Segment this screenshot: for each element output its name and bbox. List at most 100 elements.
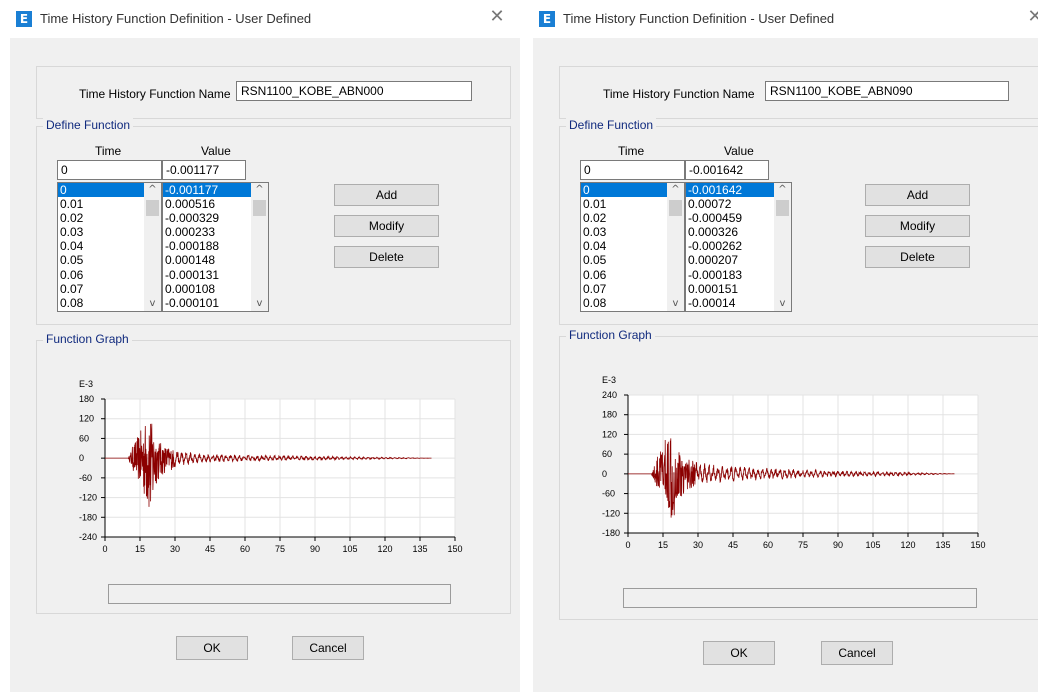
scroll-down-icon[interactable]: v bbox=[779, 298, 786, 309]
list-item[interactable]: 0.000207 bbox=[688, 253, 739, 268]
x-tick-label: 15 bbox=[135, 544, 145, 554]
x-tick-label: 45 bbox=[728, 540, 738, 550]
list-item[interactable]: -0.000459 bbox=[688, 211, 743, 226]
list-item[interactable]: 0.000148 bbox=[165, 253, 216, 268]
list-item[interactable]: -0.000101 bbox=[165, 295, 220, 310]
delete-button[interactable]: Delete bbox=[334, 246, 439, 268]
list-item[interactable]: 0.05 bbox=[60, 253, 84, 268]
function-name-input[interactable]: RSN1100_KOBE_ABN000 bbox=[236, 81, 472, 101]
function-graph-chart: 0 15 30 45 60 75 90 105 120 135 150 240 180 120 60 0 -60… bbox=[602, 375, 986, 550]
list-item[interactable]: 0.02 bbox=[60, 211, 84, 226]
list-item[interactable]: -0.000131 bbox=[165, 267, 220, 282]
list-item[interactable]: 0.07 bbox=[60, 281, 84, 296]
scroll-thumb[interactable] bbox=[669, 200, 682, 216]
list-item[interactable]: 0.04 bbox=[583, 239, 607, 254]
value-listbox[interactable]: -0.001642 0.00072 -0.000459 0.000326 -0.0002… bbox=[685, 182, 792, 312]
list-item[interactable]: 0.000233 bbox=[165, 225, 216, 240]
list-item[interactable]: 0.04 bbox=[60, 239, 84, 254]
y-tick-label: -180 bbox=[79, 512, 97, 522]
list-item[interactable]: -0.000262 bbox=[688, 239, 743, 254]
list-item[interactable]: 0.06 bbox=[60, 267, 84, 282]
time-edit-field[interactable]: 0 bbox=[57, 160, 162, 180]
x-tick-label: 90 bbox=[833, 540, 843, 550]
scroll-thumb[interactable] bbox=[776, 200, 789, 216]
list-item[interactable]: 0.02 bbox=[583, 211, 607, 226]
x-tick-label: 135 bbox=[412, 544, 427, 554]
function-graph-legend: Function Graph bbox=[566, 328, 655, 342]
function-name-label: Time History Function Name bbox=[603, 87, 755, 101]
y-tick-label: 0 bbox=[602, 469, 607, 479]
list-item[interactable]: 0.03 bbox=[583, 225, 607, 240]
scroll-thumb[interactable] bbox=[146, 200, 159, 216]
scroll-up-icon[interactable]: ^ bbox=[778, 184, 787, 195]
list-item[interactable]: -0.001177 bbox=[163, 183, 251, 198]
list-item[interactable]: 0.000151 bbox=[688, 281, 739, 296]
time-listbox[interactable]: 0 0.01 0.02 0.03 0.04 0.05 0.06 0.07 0.08 ^ v bbox=[580, 182, 685, 312]
list-item[interactable]: 0.01 bbox=[60, 197, 84, 212]
list-item[interactable]: 0.03 bbox=[60, 225, 84, 240]
add-button[interactable]: Add bbox=[334, 184, 439, 206]
ok-button[interactable]: OK bbox=[703, 641, 775, 665]
list-item[interactable]: 0.000516 bbox=[165, 197, 216, 212]
list-item[interactable]: 0.08 bbox=[60, 295, 84, 310]
value-edit-field[interactable]: -0.001642 bbox=[685, 160, 769, 180]
modify-button[interactable]: Modify bbox=[334, 215, 439, 237]
modify-button[interactable]: Modify bbox=[865, 215, 970, 237]
scroll-thumb[interactable] bbox=[253, 200, 266, 216]
scroll-down-icon[interactable]: v bbox=[672, 298, 679, 309]
time-listbox[interactable]: 0 0.01 0.02 0.03 0.04 0.05 0.06 0.07 0.08 ^ v bbox=[57, 182, 162, 312]
x-tick-label: 75 bbox=[275, 544, 285, 554]
list-item[interactable]: -0.000188 bbox=[165, 239, 220, 254]
list-item[interactable]: 0.01 bbox=[583, 197, 607, 212]
function-graph-chart: 0 15 30 45 60 75 90 105 120 135 150 180 120 60 0 -60 -12… bbox=[79, 379, 463, 554]
scroll-down-icon[interactable]: v bbox=[149, 298, 156, 309]
list-item[interactable]: 0.05 bbox=[583, 253, 607, 268]
scroll-up-icon[interactable]: ^ bbox=[255, 184, 264, 195]
value-list-scrollbar[interactable]: ^ v bbox=[774, 183, 791, 311]
list-item[interactable]: -0.00014 bbox=[688, 295, 736, 310]
list-item[interactable]: -0.000329 bbox=[165, 211, 220, 226]
dialog-abn000: E Time History Function Definition - Use… bbox=[10, 0, 520, 692]
value-list-scrollbar[interactable]: ^ v bbox=[251, 183, 268, 311]
list-item[interactable]: 0.000108 bbox=[165, 281, 216, 296]
y-tick-label: 60 bbox=[602, 449, 612, 459]
cancel-button[interactable]: Cancel bbox=[292, 636, 364, 660]
close-icon[interactable]: ✕ bbox=[489, 6, 505, 27]
window-title: Time History Function Definition - User … bbox=[563, 11, 835, 26]
define-function-legend: Define Function bbox=[566, 118, 657, 132]
x-tick-label: 150 bbox=[970, 540, 985, 550]
scroll-up-icon[interactable]: ^ bbox=[148, 184, 157, 195]
list-item[interactable]: -0.000183 bbox=[688, 267, 743, 282]
scroll-down-icon[interactable]: v bbox=[256, 298, 263, 309]
x-tick-label: 60 bbox=[763, 540, 773, 550]
x-tick-label: 60 bbox=[240, 544, 250, 554]
list-item[interactable]: -0.001642 bbox=[686, 183, 774, 198]
etabs-app-icon: E bbox=[539, 11, 555, 27]
list-item[interactable]: 0.08 bbox=[583, 295, 607, 310]
function-name-input[interactable]: RSN1100_KOBE_ABN090 bbox=[765, 81, 1009, 101]
time-edit-field[interactable]: 0 bbox=[580, 160, 685, 180]
value-edit-field[interactable]: -0.001177 bbox=[162, 160, 246, 180]
progress-bar bbox=[108, 584, 451, 604]
scroll-up-icon[interactable]: ^ bbox=[671, 184, 680, 195]
add-button[interactable]: Add bbox=[865, 184, 970, 206]
list-item[interactable]: 0 bbox=[58, 183, 144, 198]
ok-button[interactable]: OK bbox=[176, 636, 248, 660]
y-tick-label: -60 bbox=[79, 473, 92, 483]
close-icon[interactable]: ✕ bbox=[1027, 6, 1038, 27]
y-tick-label: -60 bbox=[602, 489, 615, 499]
list-item[interactable]: 0.07 bbox=[583, 281, 607, 296]
function-name-label: Time History Function Name bbox=[79, 87, 231, 101]
delete-button[interactable]: Delete bbox=[865, 246, 970, 268]
function-graph-legend: Function Graph bbox=[43, 332, 132, 346]
x-tick-label: 105 bbox=[865, 540, 880, 550]
value-listbox[interactable]: -0.001177 0.000516 -0.000329 0.000233 -0.000… bbox=[162, 182, 269, 312]
list-item[interactable]: 0 bbox=[581, 183, 667, 198]
list-item[interactable]: 0.00072 bbox=[688, 197, 732, 212]
list-item[interactable]: 0.06 bbox=[583, 267, 607, 282]
list-item[interactable]: 0.000326 bbox=[688, 225, 739, 240]
time-list-scrollbar[interactable]: ^ v bbox=[667, 183, 684, 311]
time-list-scrollbar[interactable]: ^ v bbox=[144, 183, 161, 311]
y-tick-label: 120 bbox=[602, 429, 617, 439]
cancel-button[interactable]: Cancel bbox=[821, 641, 893, 665]
